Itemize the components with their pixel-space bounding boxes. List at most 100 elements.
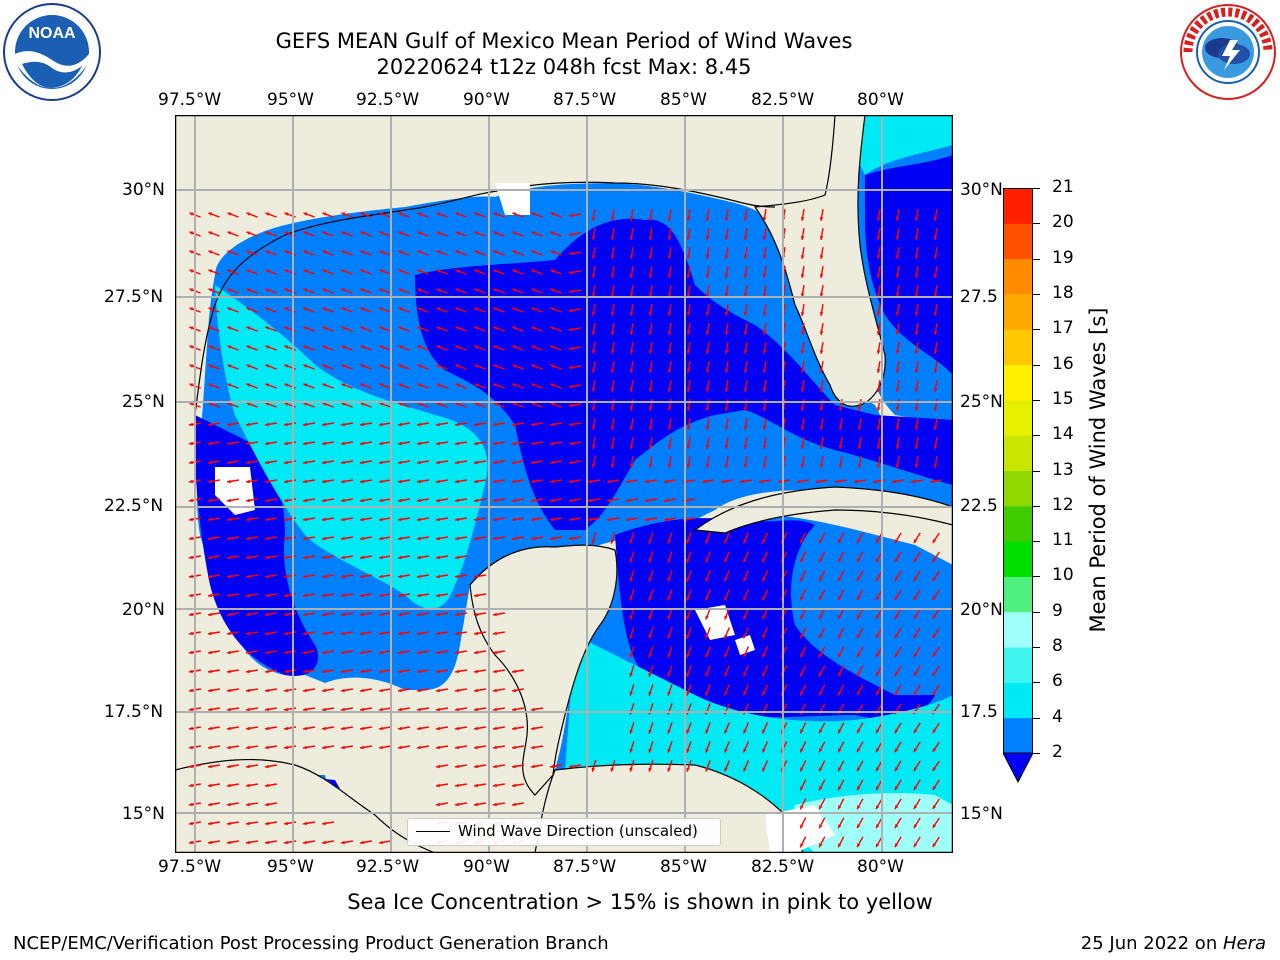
wind-arrow-head bbox=[626, 479, 630, 484]
wind-arrow-head bbox=[360, 212, 365, 216]
wind-arrow-head bbox=[417, 402, 422, 406]
wind-arrow-head bbox=[512, 231, 517, 235]
wind-arrow-head bbox=[743, 577, 747, 582]
wind-arrow-head bbox=[208, 802, 212, 807]
wind-arrow-head bbox=[474, 802, 478, 807]
wind-arrow-head bbox=[189, 498, 193, 503]
wind-arrow-head bbox=[341, 745, 345, 750]
wind-arrow-head bbox=[629, 331, 634, 335]
wind-arrow-head bbox=[284, 460, 288, 465]
wind-arrow-head bbox=[398, 383, 403, 387]
wind-arrow-head bbox=[227, 574, 231, 579]
wind-arrow-head bbox=[398, 574, 402, 579]
wind-arrow-head bbox=[360, 688, 364, 693]
wind-arrow-head bbox=[512, 745, 516, 750]
bottom-lon-label: 87.5°W bbox=[553, 857, 617, 877]
wind-arrow-head bbox=[550, 326, 555, 330]
wind-arrow-head bbox=[800, 729, 804, 734]
wind-arrow-head bbox=[512, 402, 517, 406]
wind-arrow-head bbox=[360, 364, 365, 368]
wind-arrow-head bbox=[629, 350, 634, 354]
wind-arrow-head bbox=[933, 255, 938, 259]
wind-arrow-head bbox=[208, 707, 212, 712]
wind-arrow-head bbox=[857, 634, 861, 639]
wind-arrow-head bbox=[550, 517, 554, 522]
wind-arrow-head bbox=[379, 402, 384, 406]
wind-arrow-head bbox=[474, 422, 478, 427]
wind-arrow-head bbox=[629, 293, 634, 297]
wind-arrow-head bbox=[724, 596, 728, 601]
wind-arrow-head bbox=[610, 236, 615, 240]
right-lat-label: 20°N bbox=[960, 600, 1003, 620]
wind-arrow-head bbox=[835, 479, 839, 484]
wind-arrow-head bbox=[512, 422, 516, 427]
wind-arrow-head bbox=[493, 231, 498, 235]
map-border bbox=[174, 114, 954, 854]
wind-arrow-head bbox=[284, 745, 288, 750]
wind-arrow-head bbox=[913, 653, 918, 658]
wind-arrow-head bbox=[265, 650, 269, 655]
wind-arrow-head bbox=[265, 802, 269, 807]
wind-arrow-head bbox=[591, 407, 596, 411]
wind-arrow-head bbox=[629, 445, 634, 449]
wind-arrow-head bbox=[932, 824, 937, 828]
wind-arrow-head bbox=[341, 441, 345, 446]
wind-arrow-head bbox=[512, 326, 517, 330]
wind-arrow-head bbox=[895, 236, 900, 240]
wind-arrow-head bbox=[303, 650, 307, 655]
wind-arrow-head bbox=[436, 574, 440, 579]
wind-arrow-head bbox=[417, 212, 422, 216]
wind-arrow-head bbox=[303, 821, 307, 826]
colorbar-tick-mark bbox=[1033, 505, 1040, 507]
wind-arrow-head bbox=[686, 445, 691, 449]
wind-arrow-head bbox=[876, 255, 881, 259]
wind-arrow-head bbox=[208, 460, 212, 465]
wind-arrow-head bbox=[379, 631, 383, 636]
wind-arrow-head bbox=[246, 802, 250, 807]
wind-arrow-head bbox=[588, 498, 592, 503]
wind-arrow-head bbox=[398, 631, 402, 636]
wind-arrow-head bbox=[800, 843, 804, 848]
wind-arrow-head bbox=[360, 231, 365, 235]
wind-arrow-head bbox=[629, 596, 633, 601]
right-lat-label: 27.5 bbox=[960, 287, 998, 307]
wind-arrow-head bbox=[189, 517, 193, 522]
wind-arrow-head bbox=[379, 536, 383, 541]
wind-arrow-head bbox=[208, 288, 213, 292]
wind-arrow-head bbox=[246, 555, 250, 560]
wind-arrow-head bbox=[876, 786, 880, 791]
wind-arrow-head bbox=[762, 236, 767, 240]
wind-arrow-head bbox=[341, 460, 345, 465]
wind-arrow-head bbox=[933, 426, 938, 430]
wind-arrow-head bbox=[474, 383, 479, 387]
wind-arrow-head bbox=[322, 231, 327, 235]
wind-arrow-head bbox=[493, 402, 498, 406]
wind-arrow-head bbox=[610, 274, 615, 278]
wind-arrow-head bbox=[398, 269, 403, 273]
wind-arrow-head bbox=[474, 307, 479, 311]
colorbar-tick-label: 14 bbox=[1052, 424, 1074, 445]
wind-arrow-head bbox=[819, 350, 824, 354]
wind-arrow-head bbox=[610, 407, 615, 411]
wind-arrow-head bbox=[284, 231, 289, 235]
wind-arrow-head bbox=[265, 498, 269, 503]
wind-arrow-head bbox=[913, 558, 918, 563]
wind-arrow-head bbox=[322, 402, 327, 406]
wind-arrow-head bbox=[686, 672, 690, 677]
wind-arrow-head bbox=[800, 426, 805, 430]
wind-arrow-head bbox=[227, 479, 231, 484]
wind-arrow-head bbox=[474, 479, 478, 484]
wind-arrow-head bbox=[648, 558, 652, 563]
wind-arrow-head bbox=[569, 479, 573, 484]
colorbar-border bbox=[1003, 188, 1033, 754]
wind-arrow-head bbox=[762, 445, 767, 449]
wind-arrow-head bbox=[474, 441, 478, 446]
wind-arrows bbox=[188, 208, 943, 848]
wind-arrow-head bbox=[189, 422, 193, 427]
wind-arrow-head bbox=[379, 517, 383, 522]
wind-arrow-head bbox=[265, 250, 270, 254]
wind-arrow-head bbox=[189, 745, 193, 750]
wind-arrow-head bbox=[246, 250, 251, 254]
wind-arrow-head bbox=[762, 767, 766, 772]
wind-arrow-head bbox=[208, 726, 212, 731]
